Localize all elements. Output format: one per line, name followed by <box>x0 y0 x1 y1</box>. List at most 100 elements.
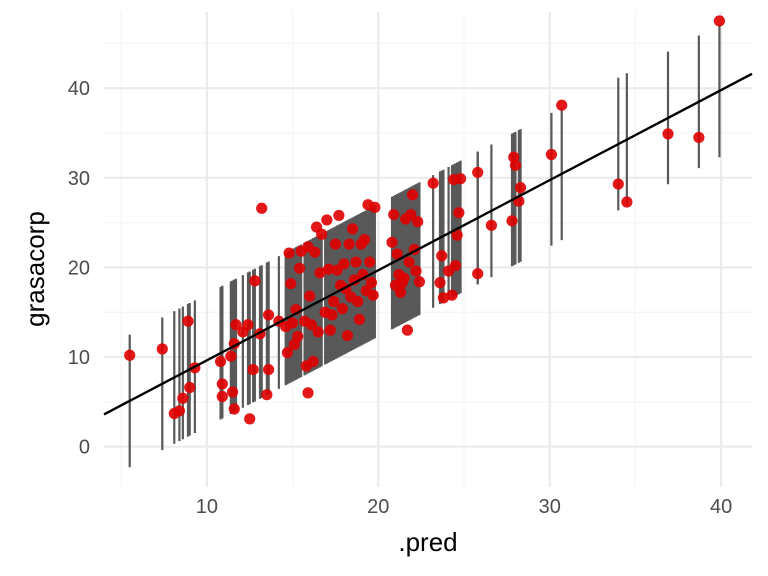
x-tick-label: 10 <box>196 496 218 518</box>
data-point <box>177 392 189 404</box>
data-point <box>472 268 484 280</box>
data-point <box>410 265 422 277</box>
data-point <box>352 295 364 308</box>
data-point <box>436 250 448 262</box>
data-point <box>225 350 237 362</box>
data-point <box>293 262 306 274</box>
data-point <box>336 303 348 315</box>
y-tick-label: 0 <box>79 437 90 459</box>
x-tick-label: 20 <box>367 496 389 518</box>
data-point <box>309 246 321 258</box>
x-axis-title: .pred <box>398 527 457 557</box>
data-point <box>307 355 319 368</box>
data-point <box>693 131 705 144</box>
data-point <box>230 319 242 331</box>
data-point <box>446 289 458 301</box>
data-point <box>302 387 314 399</box>
data-point <box>612 178 624 190</box>
data-point <box>184 381 196 394</box>
data-point <box>434 277 446 289</box>
data-point <box>324 324 336 336</box>
data-point <box>322 263 335 275</box>
data-point <box>341 329 354 342</box>
data-point <box>226 386 239 398</box>
y-axis-title: grasacorp <box>20 211 50 327</box>
data-point <box>216 390 228 403</box>
data-point <box>545 148 558 161</box>
fit-line <box>103 72 753 416</box>
data-point <box>256 202 268 214</box>
data-point <box>451 229 463 241</box>
data-point <box>228 403 240 415</box>
data-point <box>485 219 498 231</box>
data-point <box>401 324 414 336</box>
data-point <box>405 208 417 221</box>
data-point <box>262 363 275 376</box>
data-point <box>346 223 359 235</box>
data-point <box>173 405 186 417</box>
data-point <box>285 277 297 290</box>
y-tick-label: 20 <box>68 257 90 279</box>
data-point <box>182 315 194 327</box>
data-point <box>506 215 518 227</box>
data-point <box>398 272 410 284</box>
data-point <box>124 349 136 361</box>
data-point <box>326 309 338 321</box>
data-point <box>412 216 424 228</box>
data-point <box>292 330 304 343</box>
data-point <box>514 182 527 194</box>
data-point <box>449 260 462 272</box>
data-point <box>328 295 340 308</box>
data-point <box>364 256 376 268</box>
data-point <box>713 15 726 27</box>
y-tick-label: 10 <box>68 347 90 369</box>
data-point <box>261 389 273 401</box>
grid <box>104 12 752 487</box>
data-point <box>369 201 381 213</box>
data-point <box>472 166 484 179</box>
data-point <box>314 267 326 279</box>
data-point <box>214 355 227 368</box>
data-point <box>388 208 400 221</box>
data-point <box>281 346 294 359</box>
data-point <box>662 128 674 140</box>
data-point <box>305 319 318 331</box>
data-point <box>247 363 259 376</box>
data-point <box>312 326 324 338</box>
data-point <box>216 378 228 390</box>
y-tick-label: 40 <box>68 78 90 100</box>
data-point <box>454 173 467 185</box>
x-tick-label: 40 <box>710 496 732 518</box>
data-point <box>394 286 407 299</box>
data-point <box>329 238 342 250</box>
data-point <box>556 99 568 111</box>
data-point <box>156 343 168 355</box>
data-point <box>350 256 362 268</box>
data-point <box>304 290 316 302</box>
data-point <box>353 313 366 326</box>
data-point <box>509 159 522 171</box>
y-tick-label: 30 <box>68 168 90 190</box>
data-point <box>348 274 360 286</box>
data-point <box>283 247 295 259</box>
data-point <box>321 214 333 226</box>
data-point <box>338 258 350 270</box>
data-point <box>437 292 450 304</box>
data-point <box>621 196 633 208</box>
data-point <box>391 248 403 260</box>
data-point <box>343 238 355 250</box>
fit-line-group <box>103 72 753 416</box>
data-point <box>386 236 398 248</box>
tick-labels: 10 20 30 40 0 10 20 30 40 <box>68 78 733 518</box>
data-point <box>316 228 328 240</box>
data-point <box>262 309 275 321</box>
data-point <box>403 256 415 268</box>
data-point <box>367 289 379 301</box>
x-tick-label: 30 <box>539 496 561 518</box>
data-point <box>358 234 371 246</box>
data-point <box>242 319 254 331</box>
data-point <box>413 276 426 288</box>
data-points <box>124 15 726 425</box>
data-point <box>244 413 256 425</box>
